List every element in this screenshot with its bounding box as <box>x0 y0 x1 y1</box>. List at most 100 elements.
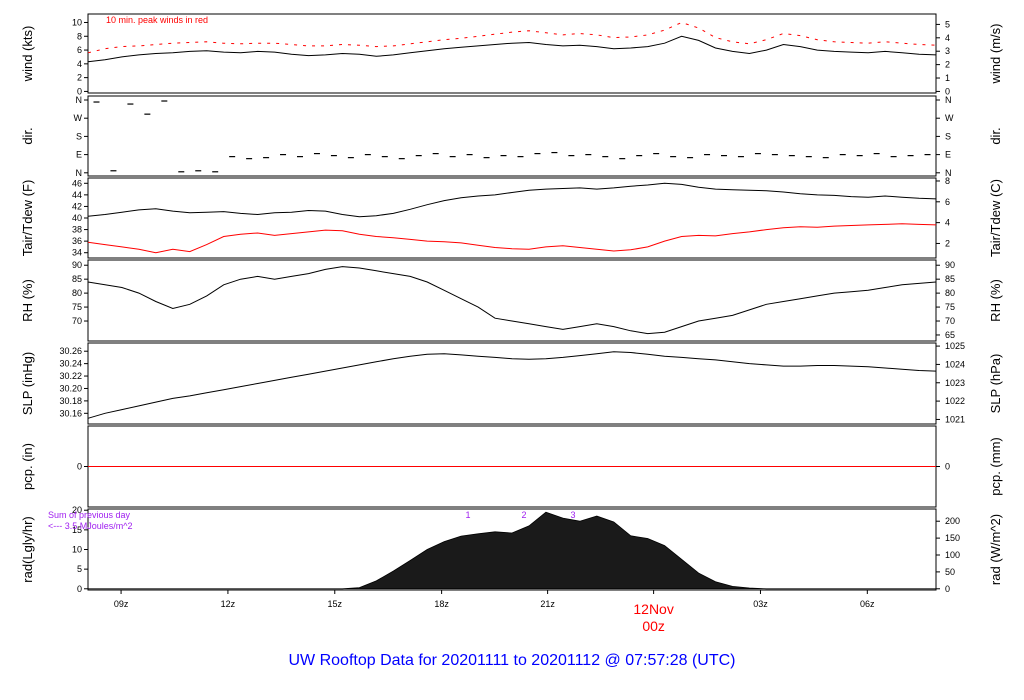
temp-y-axis-label-right: Tair/Tdew (C) <box>988 179 1003 257</box>
wind-annotation: 10 min. peak winds in red <box>106 15 208 25</box>
temp-right-tick-label: 8 <box>945 176 950 186</box>
rh-panel-frame <box>87 259 937 342</box>
slp-right-tick-label: 1022 <box>945 396 965 406</box>
temp-left-tick-label: 44 <box>72 190 82 200</box>
x-axis-day-time: 00z <box>642 618 665 634</box>
wind-left-tick-label: 2 <box>77 73 82 83</box>
x-axis-day-label: 12Nov <box>633 601 673 617</box>
dir-left-tick-label: E <box>76 150 82 160</box>
wind-left-tick-label: 6 <box>77 45 82 55</box>
rh-right-tick-label: 65 <box>945 330 955 340</box>
slp-left-tick-label: 30.22 <box>59 371 82 381</box>
x-axis-tick-label: 15z <box>328 599 343 609</box>
rad-left-tick-label: 15 <box>72 525 82 535</box>
rh-left-tick-label: 90 <box>72 260 82 270</box>
slp-left-tick-label: 30.20 <box>59 383 82 393</box>
dir-panel-frame <box>87 95 937 177</box>
rad-right-tick-label: 200 <box>945 516 960 526</box>
temp-y-axis-label: Tair/Tdew (F) <box>20 180 35 257</box>
rh-left-tick-label: 75 <box>72 302 82 312</box>
slp-right-tick-label: 1023 <box>945 378 965 388</box>
radiation-marker: 2 <box>521 510 526 520</box>
temp-panel-frame <box>87 177 937 259</box>
dir-right-tick-label: N <box>945 95 952 105</box>
wind-left-tick-label: 10 <box>72 17 82 27</box>
rad-right-tick-label: 0 <box>945 584 950 594</box>
temp-left-tick-label: 38 <box>72 225 82 235</box>
rad-y-axis-label: rad(Lgly/hr) <box>20 516 35 582</box>
rad-right-tick-label: 50 <box>945 567 955 577</box>
slp-y-axis-label: SLP (inHg) <box>20 352 35 415</box>
wind-left-tick-label: 0 <box>77 86 82 96</box>
chart-title: UW Rooftop Data for 20201111 to 20201112… <box>288 652 735 669</box>
wind-y-axis-label-right: wind (m/s) <box>988 24 1003 85</box>
rad-y-axis-label-right: rad (W/m^2) <box>988 514 1003 585</box>
dir-y-axis-label-right: dir. <box>988 127 1003 144</box>
wind-y-axis-label: wind (kts) <box>20 26 35 83</box>
wind-right-tick-label: 4 <box>945 33 950 43</box>
slp-series-line <box>87 351 937 419</box>
rh-left-tick-label: 85 <box>72 274 82 284</box>
radiation-sum-note: Sum of previous day <box>48 510 131 520</box>
rad-right-tick-label: 150 <box>945 533 960 543</box>
slp-left-tick-label: 30.24 <box>59 359 82 369</box>
x-axis-tick-label: 03z <box>753 599 768 609</box>
rh-right-tick-label: 85 <box>945 274 955 284</box>
pcp-left-tick-label: 0 <box>77 462 82 472</box>
dir-right-tick-label: E <box>945 150 951 160</box>
slp-left-tick-label: 30.18 <box>59 396 82 406</box>
temp-left-tick-label: 42 <box>72 201 82 211</box>
rh-right-tick-label: 75 <box>945 302 955 312</box>
temp-left-tick-label: 36 <box>72 236 82 246</box>
slp-right-tick-label: 1025 <box>945 341 965 351</box>
wind-peak-series <box>87 21 937 54</box>
rad-left-tick-label: 0 <box>77 584 82 594</box>
x-axis-tick-label: 18z <box>434 599 449 609</box>
x-axis-tick-label: 21z <box>540 599 555 609</box>
radiation-marker: 1 <box>465 510 470 520</box>
temp-right-tick-label: 6 <box>945 197 950 207</box>
rad-left-tick-label: 10 <box>72 545 82 555</box>
wind-left-tick-label: 8 <box>77 31 82 41</box>
rh-y-axis-label: RH (%) <box>20 279 35 322</box>
temp-left-tick-label: 34 <box>72 248 82 258</box>
rh-right-tick-label: 80 <box>945 288 955 298</box>
temp-left-tick-label: 46 <box>72 178 82 188</box>
rh-left-tick-label: 80 <box>72 288 82 298</box>
dir-y-axis-label: dir. <box>20 127 35 144</box>
rh-left-tick-label: 70 <box>72 316 82 326</box>
wind-right-tick-label: 5 <box>945 19 950 29</box>
wind-right-tick-label: 0 <box>945 86 950 96</box>
air-temperature-series-line <box>87 182 937 218</box>
temp-right-tick-label: 2 <box>945 238 950 248</box>
dir-left-tick-label: N <box>76 168 83 178</box>
wind-right-tick-label: 3 <box>945 46 950 56</box>
temp-left-tick-label: 40 <box>72 213 82 223</box>
slp-panel-frame <box>87 342 937 425</box>
slp-y-axis-label-right: SLP (hPa) <box>988 354 1003 414</box>
rad-left-tick-label: 5 <box>77 564 82 574</box>
slp-left-tick-label: 30.26 <box>59 346 82 356</box>
x-axis-tick-label: 06z <box>860 599 875 609</box>
radiation-marker: 3 <box>570 510 575 520</box>
dir-left-tick-label: S <box>76 131 82 141</box>
wind-right-tick-label: 2 <box>945 60 950 70</box>
rh-y-axis-label-right: RH (%) <box>988 279 1003 322</box>
dir-right-tick-label: N <box>945 168 952 178</box>
slp-right-tick-label: 1024 <box>945 359 965 369</box>
wind-panel-frame <box>87 13 937 94</box>
pcp-y-axis-label: pcp. (in) <box>20 443 35 490</box>
rad-left-tick-label: 20 <box>72 505 82 515</box>
dir-left-tick-label: W <box>74 113 83 123</box>
wind-left-tick-label: 4 <box>77 59 82 69</box>
x-axis-tick-label: 09z <box>114 599 129 609</box>
dewpoint-series-line <box>87 223 937 254</box>
x-axis-tick-label: 12z <box>221 599 236 609</box>
rh-series-line <box>87 266 937 335</box>
pcp-y-axis-label-right: pcp. (mm) <box>988 437 1003 496</box>
pcp-right-tick-label: 0 <box>945 462 950 472</box>
wind-right-tick-label: 1 <box>945 73 950 83</box>
rad-right-tick-label: 100 <box>945 550 960 560</box>
radiation-area <box>87 511 937 590</box>
